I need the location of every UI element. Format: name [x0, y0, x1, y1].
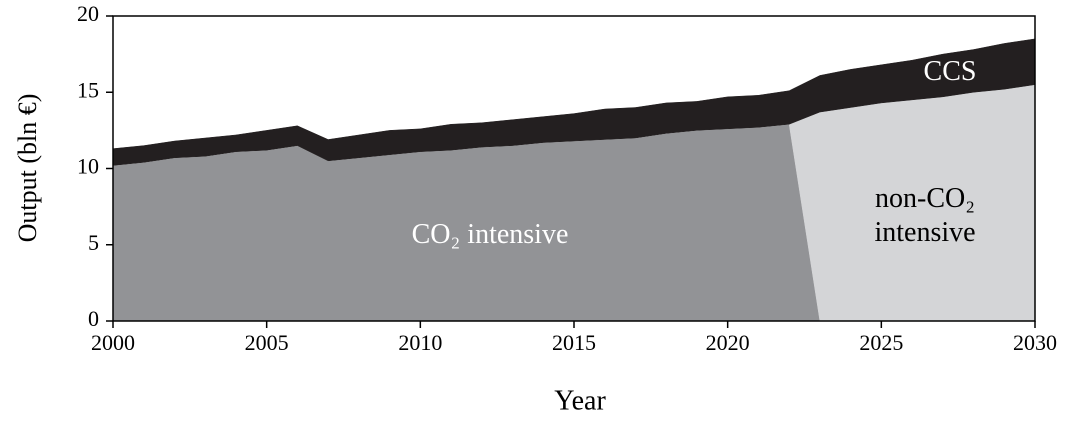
y-tick-label: 10	[77, 154, 99, 179]
y-axis-label: Output (bln €)	[13, 94, 42, 243]
x-axis-label: Year	[554, 385, 606, 416]
y-tick-label: 5	[88, 230, 99, 255]
y-tick-label: 20	[77, 1, 99, 26]
x-tick-label: 2020	[706, 330, 750, 355]
x-tick-label: 2010	[398, 330, 442, 355]
x-tick-label: 2005	[245, 330, 289, 355]
y-tick-label: 15	[77, 77, 99, 102]
series-label: CO₂ intensive	[411, 219, 569, 250]
x-tick-label: 2000	[91, 330, 135, 355]
x-tick-label: 2025	[859, 330, 903, 355]
series-label: CCS	[923, 56, 977, 87]
y-tick-label: 0	[88, 306, 99, 331]
x-tick-label: 2015	[552, 330, 596, 355]
x-tick-label: 2030	[1013, 330, 1057, 355]
series-label: non-CO₂ intensive	[874, 183, 976, 248]
